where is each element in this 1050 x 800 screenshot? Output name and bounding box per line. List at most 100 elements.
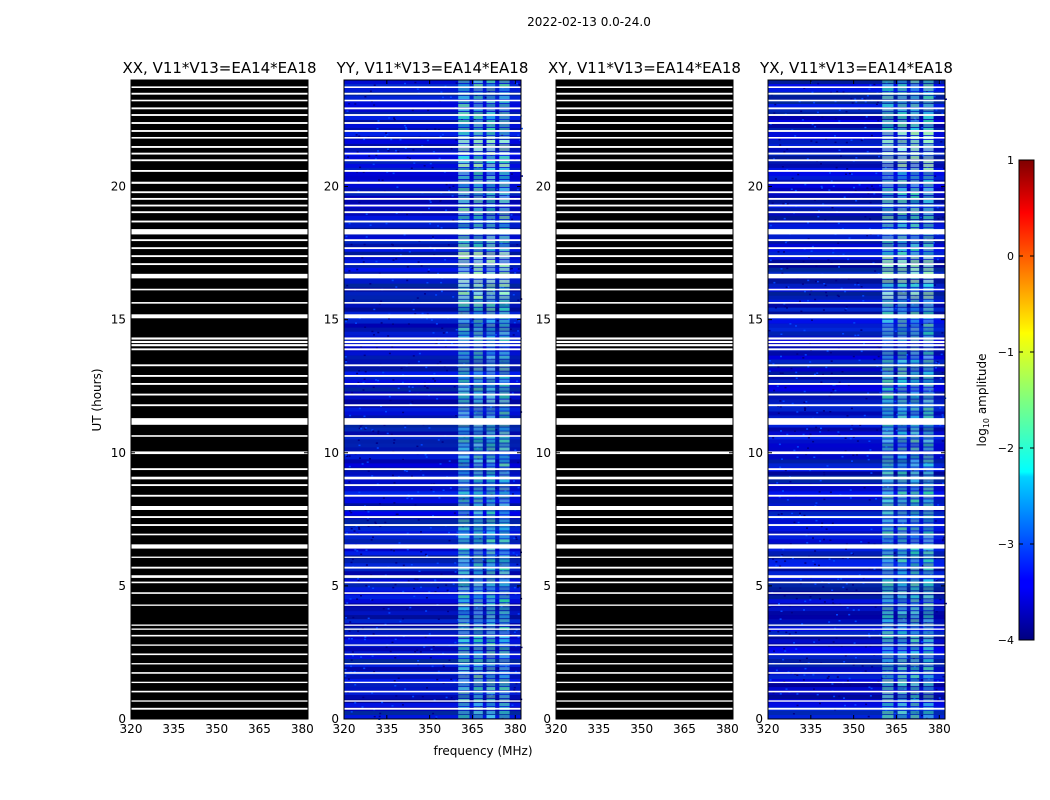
flag-gap	[344, 337, 521, 340]
flag-gap	[131, 122, 308, 124]
noise-speckle	[867, 715, 870, 718]
noise-speckle	[796, 693, 799, 695]
noise-speckle	[362, 389, 365, 391]
noise-speckle	[820, 525, 823, 528]
noise-speckle	[516, 563, 519, 566]
noise-speckle	[354, 103, 357, 105]
noise-speckle	[785, 688, 788, 690]
rfi-band-cell	[923, 267, 934, 271]
flag-gap	[131, 344, 308, 347]
noise-speckle	[870, 687, 873, 690]
flag-gap	[131, 348, 308, 351]
noise-speckle	[390, 549, 393, 551]
rfi-band-cell	[897, 171, 907, 176]
rfi-band-cell	[486, 711, 496, 715]
x-tick-label: 320	[757, 722, 780, 736]
data-row	[768, 299, 945, 304]
noise-speckle	[479, 537, 482, 540]
noise-speckle	[407, 323, 410, 325]
noise-speckle	[402, 458, 405, 460]
noise-speckle	[365, 584, 368, 587]
noise-speckle	[857, 609, 860, 611]
data-row	[344, 511, 521, 516]
rfi-band-cell	[499, 499, 510, 503]
noise-speckle	[799, 578, 802, 581]
noise-speckle	[360, 345, 363, 348]
noise-speckle	[854, 283, 857, 286]
rfi-band-cell	[473, 443, 483, 447]
noise-speckle	[794, 673, 797, 675]
panel-title: XX, V11*V13=EA14*EA18	[122, 59, 316, 77]
rfi-band-cell	[882, 615, 894, 619]
rfi-band-cell	[486, 327, 496, 331]
rfi-band-cell	[910, 635, 920, 639]
noise-speckle	[943, 167, 946, 170]
flag-gap	[768, 382, 945, 385]
rfi-band-cell	[458, 679, 470, 683]
rfi-band-cell	[910, 267, 920, 271]
x-tick-label: 365	[461, 722, 484, 736]
flag-gap	[344, 375, 521, 377]
flag-gap	[344, 197, 521, 200]
noise-speckle	[921, 565, 924, 567]
flag-gap	[556, 524, 733, 526]
flag-gap	[131, 418, 308, 425]
rfi-band-cell	[473, 251, 483, 255]
noise-speckle	[413, 162, 416, 164]
noise-speckle	[515, 629, 518, 631]
flag-gap	[344, 136, 521, 139]
noise-speckle	[832, 602, 835, 604]
noise-speckle	[424, 454, 427, 456]
noise-speckle	[774, 178, 777, 180]
noise-speckle	[512, 334, 515, 336]
flag-gap	[768, 592, 945, 594]
noise-speckle	[782, 202, 785, 205]
noise-speckle	[815, 265, 818, 267]
rfi-band-cell	[499, 583, 510, 587]
noise-speckle	[841, 557, 844, 559]
noise-speckle	[369, 283, 372, 285]
figure-title: 2022-02-13 0.0-24.0	[527, 15, 651, 29]
noise-speckle	[441, 441, 444, 443]
noise-speckle	[430, 488, 433, 491]
noise-speckle	[818, 564, 820, 567]
rfi-band-cell	[897, 167, 907, 172]
rfi-band-cell	[499, 323, 510, 327]
noise-speckle	[404, 426, 407, 429]
flag-gap	[344, 566, 521, 569]
data-row	[768, 511, 945, 516]
noise-speckle	[426, 129, 429, 131]
flag-gap	[768, 707, 945, 710]
noise-speckle	[932, 386, 935, 388]
flag-gap	[768, 86, 945, 88]
data-row	[768, 527, 945, 532]
flag-gap	[768, 468, 945, 471]
rfi-band-cell	[910, 551, 920, 555]
rfi-band-cell	[910, 471, 920, 475]
rfi-band-cell	[486, 479, 496, 483]
rfi-band-cell	[458, 535, 470, 539]
noise-speckle	[784, 469, 787, 472]
rfi-band-cell	[458, 167, 470, 172]
noise-speckle	[774, 307, 777, 309]
rfi-band-cell	[882, 567, 894, 571]
rfi-band-cell	[486, 495, 496, 499]
rfi-band-cell	[923, 675, 934, 679]
rfi-band-cell	[473, 647, 483, 651]
noise-speckle	[406, 608, 409, 610]
rfi-band-cell	[897, 87, 907, 92]
rfi-band-cell	[499, 715, 510, 719]
noise-speckle	[405, 470, 408, 472]
noise-speckle	[782, 490, 784, 492]
data-row	[344, 191, 521, 197]
noise-speckle	[830, 372, 833, 375]
noise-speckle	[777, 366, 780, 368]
data-row	[768, 427, 945, 432]
data-row	[344, 159, 521, 165]
noise-speckle	[837, 295, 840, 298]
noise-speckle	[499, 286, 502, 289]
noise-speckle	[509, 634, 512, 636]
noise-speckle	[907, 298, 910, 301]
x-tick-label: 380	[928, 722, 951, 736]
noise-speckle	[913, 666, 916, 668]
